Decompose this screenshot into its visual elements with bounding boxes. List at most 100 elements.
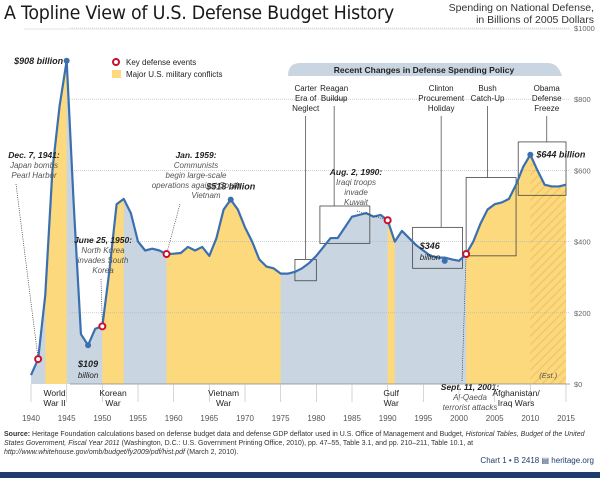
spending-line	[29, 59, 567, 376]
source-label: Source:	[4, 431, 31, 438]
y-tick-label: $600	[574, 166, 591, 175]
event-text: Communists	[174, 161, 218, 170]
annotations: $908 billion $109 billion $518 billion $346 b…	[8, 56, 586, 412]
policy-label: Holiday	[428, 104, 455, 113]
policy-label: Neglect	[292, 104, 320, 113]
x-tick-label: 1975	[272, 414, 290, 423]
units-line-2: in Billions of 2005 Dollars	[476, 14, 594, 26]
event-text: Kuwait	[344, 198, 369, 207]
source-text-1: Heritage Foundation calculations based o…	[32, 431, 464, 438]
event-leader	[166, 203, 181, 255]
x-tick-label: 1980	[307, 414, 325, 423]
x-tick-label: 1990	[379, 414, 397, 423]
conflict-label: War II	[43, 398, 65, 408]
source-note: Source: Heritage Foundation calculations…	[4, 430, 596, 457]
conflict-label: Iraq Wars	[498, 398, 535, 408]
event-date: Sept. 11, 2001:	[441, 382, 500, 392]
conflict-label: War	[216, 398, 231, 408]
x-tick-label: 1965	[200, 414, 218, 423]
conflict-label: War	[105, 398, 120, 408]
chart-number: Chart 1 • B 2418	[480, 456, 540, 465]
policy-box	[319, 205, 371, 244]
event-text: Korea	[92, 266, 114, 275]
event-text: Iraqi troops	[336, 178, 376, 187]
y-tick-label: $400	[574, 238, 591, 247]
x-tick-label: 1945	[58, 414, 76, 423]
value-label: $644 billion	[535, 150, 586, 160]
event-leader	[100, 278, 103, 327]
peak-dot	[63, 57, 70, 64]
x-tick-label: 2000	[450, 414, 468, 423]
spending-polyline	[29, 59, 567, 376]
conflict-label: Afghanistan/	[492, 388, 540, 398]
event-text: Vietnam	[191, 191, 221, 200]
policy-box	[465, 177, 517, 257]
value-label: $518 billion	[205, 182, 256, 192]
event-text: North Korea	[81, 246, 125, 255]
value-label: $109	[77, 359, 98, 369]
area-fills: (Est.)	[31, 60, 566, 384]
legend-conflict-swatch	[112, 70, 121, 78]
policy-label: Buildup	[321, 94, 348, 103]
policy-label: Bush	[478, 84, 496, 93]
conflict-label: Gulf	[383, 388, 399, 398]
y-tick-label: $800	[574, 95, 591, 104]
policy-label: Clinton	[429, 84, 454, 93]
event-marker	[383, 216, 392, 225]
policy-label: Freeze	[534, 104, 559, 113]
x-tick-label: 1960	[165, 414, 183, 423]
event-date: June 25, 1950:	[74, 235, 132, 245]
event-marker	[462, 250, 471, 259]
estimate-label: (Est.)	[539, 371, 557, 380]
conflict-label: World	[44, 388, 66, 398]
y-tick-label: $200	[574, 309, 591, 318]
chart-canvas: (Est.) Recent Changes in Defense Spendin…	[8, 24, 595, 423]
conflict-band	[166, 60, 281, 384]
event-text: operations against South	[152, 181, 241, 190]
x-tick-label: 2010	[521, 414, 539, 423]
policy-label: Era of	[295, 94, 317, 103]
x-tick-label: 1940	[22, 414, 40, 423]
footer-bar	[0, 472, 600, 478]
value-label: $346	[419, 241, 441, 251]
y-tick-label: $0	[574, 380, 582, 389]
policy-label: Defense	[532, 94, 562, 103]
policy-label: Reagan	[320, 84, 348, 93]
legend-key-events: Key defense events	[126, 58, 196, 67]
legend-conflicts: Major U.S. military conflicts	[126, 70, 222, 79]
axes: 1940 1945 1950 1955 1960 1965 1970 1975 1980 1985…	[22, 24, 595, 423]
x-tick-label: 2015	[557, 414, 575, 423]
event-text: Al-Qaeda	[452, 393, 487, 402]
peak-dot	[441, 257, 448, 264]
event-leader	[15, 183, 39, 360]
event-text: terrorist attacks	[443, 403, 498, 412]
x-tick-label: 1970	[236, 414, 254, 423]
source-text-3: (March 2, 2010).	[186, 449, 239, 456]
value-label: billion	[78, 371, 99, 380]
legend: Key defense events Major U.S. military co…	[24, 28, 570, 79]
source-italic-1: Historical Tables, Budget of the United …	[4, 431, 585, 447]
event-text: invade	[344, 188, 368, 197]
x-tick-label: 1955	[129, 414, 147, 423]
heritage-link[interactable]: heritage.org	[551, 456, 594, 465]
value-label: billion	[420, 253, 441, 262]
event-leader	[461, 254, 467, 382]
policy-box	[294, 258, 317, 282]
chart-title: A Topline View of U.S. Defense Budget Hi…	[4, 2, 394, 24]
policy-header-band	[288, 63, 562, 76]
peak-dot	[85, 342, 92, 349]
heritage-logo-icon: ▤	[541, 456, 550, 465]
event-leader	[356, 210, 388, 221]
peace-area	[31, 60, 566, 384]
policy-label: Catch-Up	[471, 94, 505, 103]
peak-dot	[527, 151, 534, 158]
policy-label: Procurement	[418, 94, 465, 103]
x-tick-label: 1950	[93, 414, 111, 423]
conflict-label: War	[384, 398, 399, 408]
source-url[interactable]: http://www.whitehouse.gov/omb/budget/fy2…	[4, 449, 185, 456]
event-text: invades South	[78, 256, 129, 265]
event-text: Japan bombs	[9, 161, 58, 170]
units-label: Spending on National Defense, in Billion…	[449, 2, 594, 26]
conflict-label: Vietnam	[208, 388, 239, 398]
legend-event-marker	[112, 58, 120, 66]
